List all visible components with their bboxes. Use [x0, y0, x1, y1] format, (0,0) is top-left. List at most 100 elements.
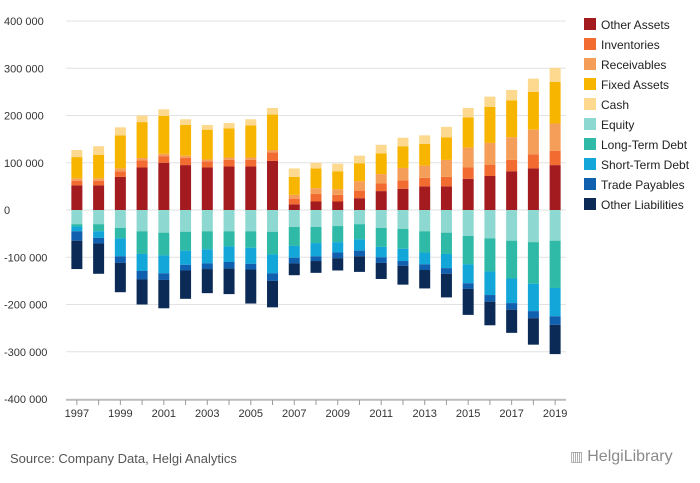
bar-segment [462, 264, 474, 284]
bar-segment [332, 194, 344, 202]
bar-segment [267, 254, 279, 274]
bar-segment [440, 137, 452, 160]
bar-segment [201, 231, 213, 250]
bar-segment [288, 210, 300, 228]
bar-segment [419, 143, 431, 166]
bar-segment [440, 273, 452, 298]
bar-segment [201, 263, 213, 270]
bars [71, 67, 561, 355]
y-axis-ticks: 400 000 300 000 200 000 100 000 0 -100 000 -20… [4, 16, 47, 406]
bar-segment [332, 252, 344, 259]
bar-segment [71, 149, 83, 158]
bar-segment [310, 188, 322, 194]
bar-segment [136, 115, 148, 123]
bar-segment [267, 107, 279, 115]
x-tick-label: 2003 [195, 408, 219, 420]
bar-segment [440, 210, 452, 233]
bar-segment [201, 124, 213, 130]
bar-segment [462, 210, 474, 236]
x-tick-label: 2007 [282, 408, 306, 420]
bar-segment [71, 185, 83, 210]
bar-segment [549, 81, 561, 124]
bar-segment [332, 201, 344, 210]
bar-segment [440, 186, 452, 210]
bar-segment [71, 224, 83, 227]
bar-segment [180, 158, 192, 166]
bar-segment [375, 183, 387, 192]
bar-segment [93, 185, 105, 210]
bar-segment [71, 226, 83, 232]
bar-segment [136, 231, 148, 254]
bar-segment [506, 278, 518, 304]
bar-segment [397, 137, 409, 147]
bar-segment [93, 231, 105, 238]
bar-segment [267, 149, 279, 153]
bar-segment [201, 210, 213, 232]
legend-label: Other Assets [601, 18, 670, 32]
bar-segment [549, 123, 561, 151]
bar-segment [245, 157, 257, 160]
x-tick-label: 2001 [152, 408, 176, 420]
bar-segment [158, 162, 170, 210]
bar-segment [310, 201, 322, 210]
bar-segment [397, 261, 409, 266]
bar-segment [332, 210, 344, 227]
bar-segment [114, 227, 126, 239]
bar-segment [288, 245, 300, 258]
bar-segment [506, 89, 518, 101]
bar-segment [93, 180, 105, 186]
bar-segment [375, 174, 387, 184]
x-tick-label: 2009 [325, 408, 349, 420]
bar-segment [484, 210, 496, 239]
x-tick-label: 2019 [543, 408, 567, 420]
bar-segment [549, 67, 561, 82]
bar-segment [397, 228, 409, 249]
bar-segment [527, 283, 539, 312]
bar-segment [180, 231, 192, 251]
bar-segment [506, 100, 518, 138]
legend-label: Cash [601, 98, 629, 112]
bar-segment [245, 159, 257, 167]
bar-segment [440, 126, 452, 138]
bar-segment [462, 107, 474, 118]
bar-segment [267, 114, 279, 150]
y-tick-label: -100 000 [4, 252, 47, 264]
bar-segment [158, 153, 170, 157]
x-tick-label: 2017 [499, 408, 523, 420]
bar-segment [201, 249, 213, 264]
bar-segment [245, 119, 257, 126]
legend-swatch [584, 58, 596, 70]
bar-segment [180, 119, 192, 125]
legend-label: Trade Payables [601, 178, 685, 192]
bar-segment [288, 227, 300, 246]
bar-segment [353, 155, 365, 164]
legend-swatch [584, 158, 596, 170]
bar-segment [527, 91, 539, 130]
bar-segment [201, 167, 213, 210]
bar-segment [71, 210, 83, 225]
bar-segment [223, 128, 235, 158]
bar-segment [527, 154, 539, 169]
bar-segment [136, 167, 148, 210]
x-tick-label: 2005 [239, 408, 263, 420]
y-tick-label: 400 000 [4, 16, 44, 28]
bar-segment [332, 242, 344, 253]
bar-segment [288, 168, 300, 177]
bar-segment [201, 159, 213, 162]
bar-segment [397, 248, 409, 262]
bar-segment [71, 178, 83, 181]
bar-segment [223, 157, 235, 160]
bar-segment [397, 265, 409, 285]
bar-segment [114, 176, 126, 210]
bar-segment [158, 115, 170, 154]
bar-segment [136, 270, 148, 280]
bar-segment [332, 171, 344, 190]
bar-segment [180, 264, 192, 271]
x-axis: 1997 1999 2001 2003 2005 2007 2009 2011 2013 2015… [65, 399, 567, 420]
bar-segment [397, 180, 409, 189]
bar-segment [93, 243, 105, 274]
bar-segment [353, 181, 365, 191]
bar-segment [549, 324, 561, 355]
bar-segment [245, 263, 257, 270]
bar-segment [419, 165, 431, 178]
